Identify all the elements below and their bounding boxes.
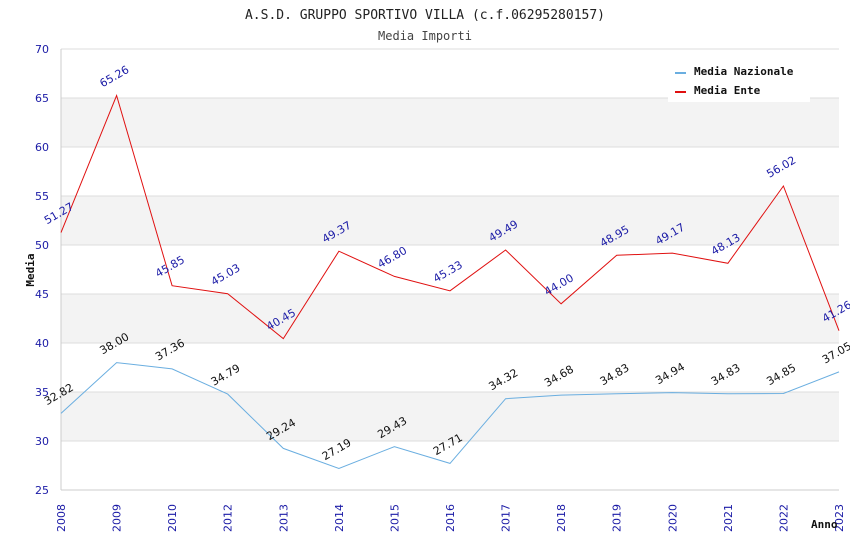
background-band	[61, 147, 839, 196]
series-line-ente	[60, 93, 840, 340]
background-band	[61, 196, 839, 245]
y-axis-label: Media	[24, 253, 37, 286]
x-tick-label: 2019	[611, 504, 624, 532]
series-line-nazionale	[60, 362, 840, 470]
chart-subtitle: Media Importi	[378, 29, 472, 43]
background-band	[61, 343, 839, 392]
x-tick-label: 2017	[500, 504, 513, 532]
y-tick-label: 25	[35, 484, 49, 497]
x-tick-label: 2023	[833, 504, 846, 532]
x-tick-label: 2021	[722, 504, 735, 532]
x-tick-label: 2015	[388, 504, 401, 532]
y-tick-label: 55	[35, 190, 49, 203]
x-tick-label: 2012	[222, 504, 235, 532]
x-axis-label: Anno	[811, 518, 838, 531]
y-tick-labels: 25 30 35 40 45 50 55 60 65 70	[35, 43, 49, 497]
x-tick-label: 2018	[555, 504, 568, 532]
series-lines	[60, 93, 840, 470]
background-bands	[61, 49, 839, 490]
y-tick-label: 40	[35, 337, 49, 350]
x-tick-label: 2013	[277, 504, 290, 532]
y-tick-label: 65	[35, 92, 49, 105]
x-tick-label: 2010	[166, 504, 179, 532]
gridlines	[61, 48, 839, 491]
y-tick-label: 50	[35, 239, 49, 252]
background-band	[61, 245, 839, 294]
y-tick-label: 70	[35, 43, 49, 56]
y-tick-label: 45	[35, 288, 49, 301]
x-tick-label: 2009	[111, 504, 124, 532]
x-tick-label: 2014	[333, 504, 346, 532]
y-tick-label: 35	[35, 386, 49, 399]
legend-label-nazionale: Media Nazionale	[694, 65, 794, 78]
x-tick-label: 2020	[666, 504, 679, 532]
background-band	[61, 98, 839, 147]
legend-box	[668, 60, 810, 102]
x-tick-label: 2022	[777, 504, 790, 532]
background-band	[61, 441, 839, 490]
x-tick-labels: 2008 2009 2010 2012 2013 2014 2015 2016 2017 2018…	[55, 504, 846, 532]
chart-title: A.S.D. GRUPPO SPORTIVO VILLA (c.f.062952…	[245, 8, 605, 23]
background-band	[61, 392, 839, 441]
x-tick-label: 2008	[55, 504, 68, 532]
y-tick-label: 30	[35, 435, 49, 448]
background-band	[61, 294, 839, 343]
x-tick-label: 2016	[444, 504, 457, 532]
legend-label-ente: Media Ente	[694, 84, 761, 97]
legend: Media Nazionale Media Ente	[668, 60, 810, 102]
y-tick-label: 60	[35, 141, 49, 154]
